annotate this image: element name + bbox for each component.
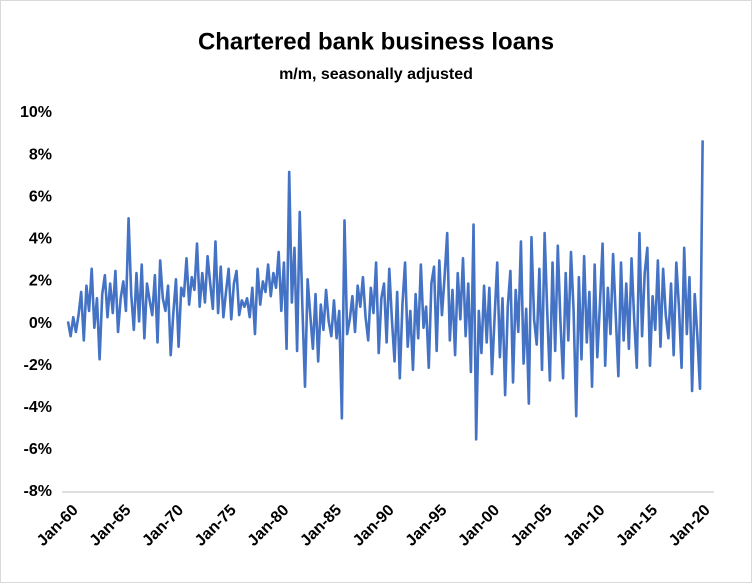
y-tick-label: 8% [29, 146, 52, 163]
y-tick-label: 6% [29, 188, 52, 205]
y-tick-label: -2% [24, 357, 52, 374]
chart-subtitle: m/m, seasonally adjusted [279, 66, 473, 83]
y-tick-label: 4% [29, 231, 52, 248]
y-tick-label: -4% [24, 399, 52, 416]
y-tick-label: -8% [24, 483, 52, 500]
y-tick-label: -6% [24, 441, 52, 458]
y-tick-label: 0% [29, 315, 52, 332]
data-line [66, 140, 704, 441]
chart-title: Chartered bank business loans [198, 28, 554, 55]
y-tick-label: 10% [20, 104, 52, 121]
y-tick-label: 2% [29, 273, 52, 290]
